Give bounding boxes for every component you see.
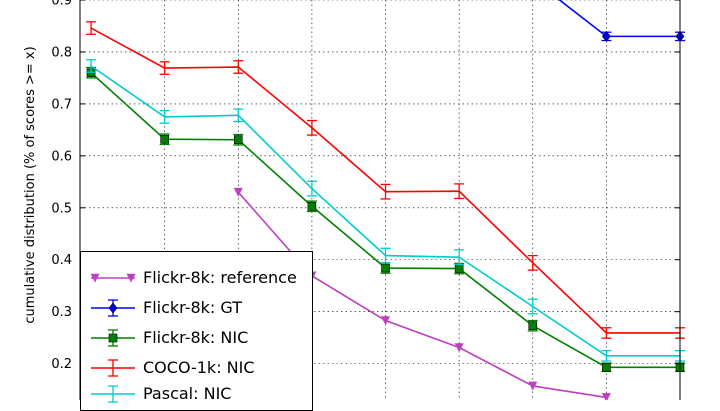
y-tick-label: 0.6 (51, 149, 72, 164)
series-layer (86, 0, 685, 400)
square-marker (307, 201, 317, 211)
legend-item: Pascal: NIC (81, 382, 312, 406)
legend-item: Flickr-8k: GT (81, 296, 312, 320)
legend-item: Flickr-8k: NIC (81, 326, 312, 350)
y-tick-label: 0.5 (51, 201, 72, 216)
square-marker (528, 321, 538, 331)
triangle-marker (90, 273, 100, 283)
square-marker (602, 362, 611, 372)
series-group (86, 59, 685, 362)
y-tick-label: 0.3 (51, 305, 72, 320)
legend-label: Flickr-8k: NIC (143, 328, 249, 347)
legend-swatch (91, 359, 135, 377)
legend-swatch (91, 299, 135, 317)
y-axis-label: cumulative distribution (% of scores >= … (23, 46, 38, 323)
diamond-marker (601, 30, 611, 42)
legend-item: COCO-1k: NIC (81, 356, 312, 380)
series-group (86, 21, 685, 339)
legend-swatch (91, 329, 135, 347)
square-marker (108, 333, 118, 343)
y-tick-label: 0.7 (51, 97, 72, 112)
legend-label: Flickr-8k: GT (143, 298, 243, 317)
legend-swatch (91, 385, 135, 403)
y-tick-label: 0.9 (51, 0, 72, 9)
y-tick-label: 0.8 (51, 45, 72, 60)
triangle-marker (126, 273, 136, 283)
triangle-marker (381, 316, 391, 326)
diamond-marker (108, 302, 118, 314)
triangle-marker (233, 187, 243, 197)
square-marker (233, 135, 243, 145)
legend-label: COCO-1k: NIC (143, 358, 255, 377)
legend-label: Flickr-8k: reference (143, 268, 297, 287)
legend: Flickr-8k: reference Flickr-8k: GT Flick… (80, 251, 313, 411)
y-tick-label: 0.4 (51, 253, 72, 268)
legend-swatch (90, 273, 136, 283)
y-axis-ticks: 0.2 0.3 0.4 0.5 0.6 0.7 0.8 0.9 (51, 0, 680, 372)
chart-canvas: 0.2 0.3 0.4 0.5 0.6 0.7 0.8 0.9 cumulative dist… (23, 0, 685, 400)
square-marker (454, 264, 464, 273)
square-marker (160, 134, 169, 144)
triangle-marker (528, 381, 538, 391)
triangle-marker (601, 393, 611, 400)
y-tick-label: 0.2 (51, 357, 72, 372)
square-marker (381, 263, 390, 273)
triangle-marker (454, 343, 464, 353)
legend-label: Pascal: NIC (143, 384, 232, 403)
series-group (558, 0, 685, 42)
legend-item: Flickr-8k: reference (81, 266, 312, 290)
